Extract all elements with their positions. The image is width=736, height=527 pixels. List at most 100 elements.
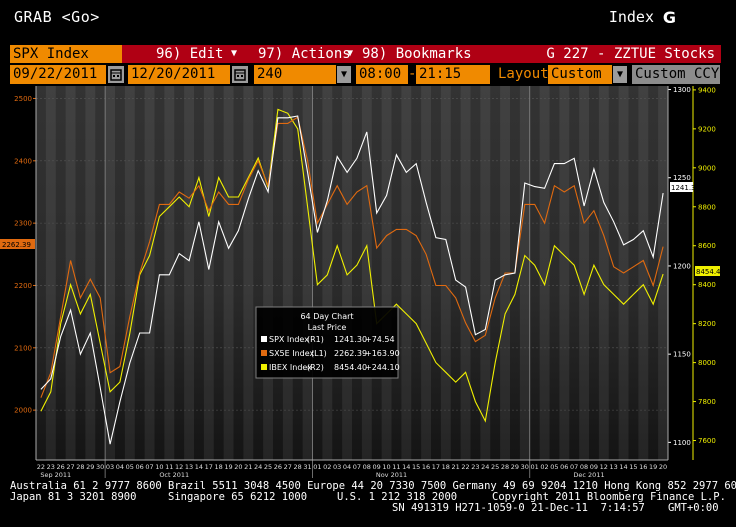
time-end-field[interactable]: 21:15 xyxy=(416,65,490,84)
series-line-sx5e-index xyxy=(40,116,664,398)
x-tick-label: 24 xyxy=(254,463,262,471)
x-tick-label: 15 xyxy=(629,463,637,471)
left-tick-label: 2300 xyxy=(14,220,32,228)
x-tick-label: 18 xyxy=(442,463,450,471)
day-stripe xyxy=(539,86,550,460)
right1-tick-label: 1300 xyxy=(673,86,691,94)
x-tick-label: 15 xyxy=(412,463,420,471)
right1-tick-label: 1250 xyxy=(673,174,691,182)
chevron-down-icon[interactable]: ▼ xyxy=(613,66,627,83)
series-line-ibex-index xyxy=(40,108,664,423)
time-separator: - xyxy=(408,66,417,82)
x-tick-label: 17 xyxy=(205,463,213,471)
plot-area xyxy=(36,86,668,460)
x-tick-label: 30 xyxy=(96,463,104,471)
right2-tick-label: 7600 xyxy=(698,437,716,445)
day-stripe xyxy=(361,86,372,460)
legend-ibex-last: 8454.40 xyxy=(334,363,367,372)
layout-select[interactable]: Custom xyxy=(548,65,612,84)
interval-select[interactable]: 240 Minute xyxy=(254,65,336,100)
day-stripe xyxy=(243,86,254,460)
x-tick-label: 05 xyxy=(550,463,558,471)
x-month-label: Sep 2011 xyxy=(40,471,71,478)
x-month-label: Dec 2011 xyxy=(573,471,604,478)
left-axis-L1: 2000 2100 2200 2300 2400 2500 xyxy=(14,95,36,415)
footer-singapore: Singapore 65 6212 1000 xyxy=(168,491,308,503)
price-chart[interactable]: 2000 2100 2200 2300 2400 2500 1100 1150 1200 125… xyxy=(0,84,736,478)
x-tick-label: 31 xyxy=(303,463,311,471)
x-tick-label: 22 xyxy=(461,463,469,471)
currency-select[interactable]: Custom CCY xyxy=(632,65,720,84)
day-stripe xyxy=(282,86,293,460)
edit-menu-label: 96) Edit xyxy=(156,46,224,62)
security-field[interactable]: SPX Index xyxy=(10,45,122,63)
calendar-icon[interactable] xyxy=(232,66,248,83)
edit-menu[interactable]: 96) Edit xyxy=(150,45,238,63)
legend-ibex-change: +244.10 xyxy=(365,363,400,372)
left-tick-label: 2200 xyxy=(14,282,32,290)
actions-menu[interactable]: 97) Actions xyxy=(252,45,352,63)
x-tick-label: 21 xyxy=(452,463,460,471)
chevron-down-icon[interactable]: ▼ xyxy=(337,66,351,83)
day-stripe xyxy=(598,86,609,460)
x-tick-label: 26 xyxy=(274,463,282,471)
x-tick-label: 09 xyxy=(373,463,381,471)
x-tick-label: 01 xyxy=(313,463,321,471)
x-tick-label: 22 xyxy=(37,463,45,471)
legend-sx5e-change: +163.90 xyxy=(365,349,400,358)
legend-spx-change: +74.54 xyxy=(365,335,395,344)
left-tick-label: 2500 xyxy=(14,95,32,103)
x-tick-label: 19 xyxy=(649,463,657,471)
x-tick-label: 05 xyxy=(126,463,134,471)
day-stripe xyxy=(322,86,333,460)
right2-tick-label: 8000 xyxy=(698,359,716,367)
x-tick-label: 13 xyxy=(185,463,193,471)
x-tick-label: 04 xyxy=(343,463,351,471)
x-tick-label: 17 xyxy=(432,463,440,471)
edit-dropdown-icon[interactable]: ▼ xyxy=(230,48,238,59)
x-tick-label: 03 xyxy=(106,463,114,471)
legend-spx-last: 1241.30 xyxy=(334,335,367,344)
legend-sx5e-last: 2262.39 xyxy=(334,349,367,358)
x-tick-label: 12 xyxy=(600,463,608,471)
chart-name: G 227 - ZZTUE Stocks Hour xyxy=(528,45,721,80)
series-lines xyxy=(40,108,664,445)
x-tick-label: 09 xyxy=(590,463,598,471)
day-stripe xyxy=(164,86,175,460)
command-line[interactable]: GRAB <Go> xyxy=(14,8,100,26)
day-stripe xyxy=(223,86,234,460)
right2-tick-label: 9400 xyxy=(698,86,716,94)
x-tick-label: 28 xyxy=(294,463,302,471)
x-tick-label: 14 xyxy=(619,463,627,471)
day-stripe xyxy=(263,86,273,460)
x-tick-label: 29 xyxy=(511,463,519,471)
day-stripe xyxy=(579,86,589,460)
x-tick-label: 28 xyxy=(76,463,84,471)
x-tick-label: 14 xyxy=(195,463,203,471)
calendar-icon[interactable] xyxy=(108,66,124,83)
bookmarks-menu[interactable]: 98) Bookmarks xyxy=(356,45,474,63)
day-stripe xyxy=(302,86,313,460)
right2-tick-label: 8200 xyxy=(698,320,716,328)
ibex-last-value: 8454.40 xyxy=(696,268,725,276)
legend-subtitle: Last Price xyxy=(308,323,347,332)
day-stripe xyxy=(381,86,392,460)
actions-dropdown-icon[interactable]: ▼ xyxy=(346,48,354,59)
end-date-field[interactable]: 12/20/2011 xyxy=(128,65,230,84)
x-tick-label: 13 xyxy=(610,463,618,471)
footer-japan: Japan 81 3 3201 8900 xyxy=(10,491,137,503)
left-tick-label: 2000 xyxy=(14,407,32,415)
start-date-field[interactable]: 09/22/2011 xyxy=(10,65,106,84)
x-tick-label: 28 xyxy=(501,463,509,471)
time-start-field[interactable]: 08:00 xyxy=(356,65,408,84)
left-tick-label: 2400 xyxy=(14,157,32,165)
x-tick-label: 30 xyxy=(521,463,529,471)
right2-tick-label: 9000 xyxy=(698,164,716,172)
legend-sx5e-name: SX5E Index xyxy=(269,349,315,358)
right2-tick-label: 8600 xyxy=(698,242,716,250)
x-tick-label: 16 xyxy=(422,463,430,471)
right2-tick-label: 8800 xyxy=(698,203,716,211)
day-stripe xyxy=(184,86,194,460)
x-tick-label: 29 xyxy=(86,463,94,471)
footer-us: U.S. 1 212 318 2000 xyxy=(337,491,458,503)
